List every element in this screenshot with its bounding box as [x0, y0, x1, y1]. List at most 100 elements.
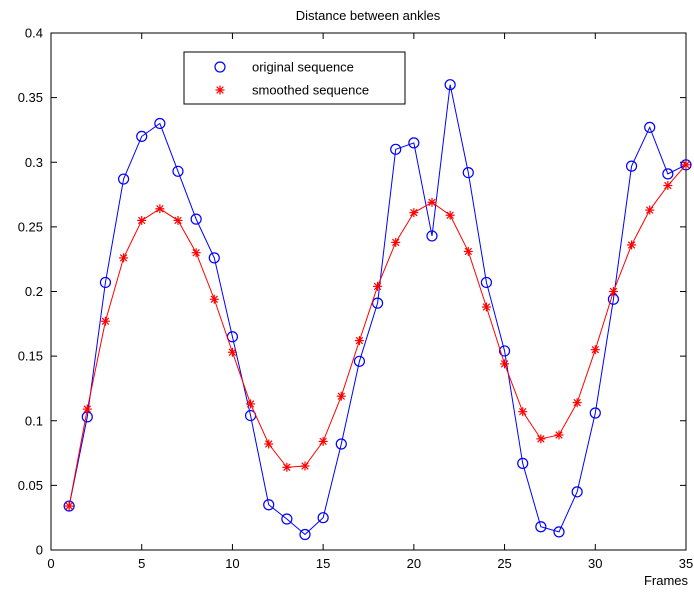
axis-ticks: 0 5 10 15 20 25 30 35 0 0.05 0.1 0.15 0.2 0.25 0.3 0.35… — [18, 26, 694, 572]
legend-entry: smoothed sequence — [215, 83, 369, 98]
data-point — [517, 457, 529, 470]
data-point — [518, 407, 528, 417]
series-2 — [64, 160, 691, 511]
legend-box — [183, 51, 406, 105]
data-point — [663, 181, 673, 191]
x-tick-label: 0 — [47, 556, 54, 571]
data-point — [154, 117, 166, 130]
data-point — [426, 230, 438, 242]
data-point — [100, 316, 110, 326]
data-point — [589, 407, 601, 419]
data-point — [119, 253, 129, 263]
chart-title: Distance between ankles — [296, 8, 441, 23]
data-point — [64, 501, 74, 511]
x-tick-label: 5 — [138, 556, 145, 571]
y-tick-label: 0.05 — [18, 478, 43, 493]
data-point — [390, 143, 402, 155]
data-point — [137, 215, 147, 225]
data-point — [63, 500, 75, 512]
data-point — [480, 276, 493, 289]
data-point — [444, 79, 456, 91]
x-tick-label: 35 — [679, 556, 693, 571]
data-point — [553, 526, 565, 538]
data-point — [335, 438, 347, 450]
series-1 — [63, 79, 692, 541]
data-point — [263, 499, 275, 511]
data-point — [371, 297, 384, 309]
legend-label: original sequence — [252, 60, 354, 75]
data-point — [209, 294, 219, 304]
data-point — [445, 210, 455, 220]
data-point — [590, 345, 600, 355]
y-tick-label: 0.25 — [18, 219, 43, 234]
data-point — [408, 137, 420, 149]
y-tick-label: 0.35 — [18, 90, 43, 105]
data-point — [554, 430, 564, 440]
x-tick-label: 10 — [225, 556, 239, 571]
y-tick-label: 0.3 — [25, 155, 43, 170]
x-axis-label: Frames — [644, 573, 689, 588]
legend: original sequence smoothed sequence — [183, 51, 406, 105]
data-point — [82, 404, 92, 414]
legend-label: smoothed sequence — [252, 83, 369, 98]
data-point — [117, 173, 130, 185]
data-point — [680, 159, 692, 171]
data-point — [625, 160, 638, 172]
data-point — [299, 528, 311, 541]
data-point — [571, 486, 583, 498]
data-point — [281, 513, 293, 525]
data-point — [136, 130, 148, 142]
legend-marker — [215, 85, 225, 95]
y-tick-label: 0.4 — [25, 26, 43, 41]
data-point — [317, 512, 329, 524]
data-point — [373, 281, 383, 291]
y-tick-label: 0.15 — [18, 349, 43, 364]
data-point — [155, 204, 165, 214]
data-point — [173, 215, 183, 225]
y-tick-label: 0.1 — [25, 413, 43, 428]
data-point — [409, 208, 419, 218]
series-line — [68, 84, 687, 536]
data-point — [608, 287, 618, 296]
data-point — [318, 436, 328, 446]
data-point — [644, 121, 656, 133]
data-point — [227, 347, 237, 357]
data-point — [427, 197, 437, 207]
data-point — [354, 336, 364, 346]
data-series — [63, 79, 692, 541]
data-point — [662, 168, 674, 180]
data-point — [336, 391, 346, 401]
legend-marker — [214, 61, 226, 73]
data-point — [536, 434, 546, 444]
plot-area-frame — [50, 32, 687, 551]
data-point — [264, 439, 274, 449]
data-point — [627, 240, 637, 250]
data-point — [500, 359, 510, 369]
data-point — [645, 205, 655, 215]
x-tick-label: 20 — [407, 556, 421, 571]
data-point — [191, 248, 201, 258]
data-point — [463, 246, 473, 256]
data-point — [535, 521, 547, 533]
x-tick-label: 30 — [588, 556, 602, 571]
data-point — [99, 276, 112, 289]
data-point — [353, 355, 366, 367]
legend-entry: original sequence — [214, 60, 354, 75]
data-point — [391, 237, 401, 247]
data-point — [246, 399, 256, 409]
data-point — [208, 252, 220, 264]
data-point — [300, 461, 310, 471]
x-tick-label: 25 — [497, 556, 511, 571]
y-tick-label: 0.2 — [25, 284, 43, 299]
data-point — [462, 166, 474, 179]
data-point — [282, 462, 292, 472]
data-point — [190, 213, 202, 225]
data-point — [172, 165, 184, 177]
data-point — [572, 398, 582, 408]
data-point — [481, 302, 491, 312]
data-point — [681, 160, 691, 170]
y-tick-label: 0 — [36, 543, 43, 558]
data-point — [498, 345, 511, 357]
